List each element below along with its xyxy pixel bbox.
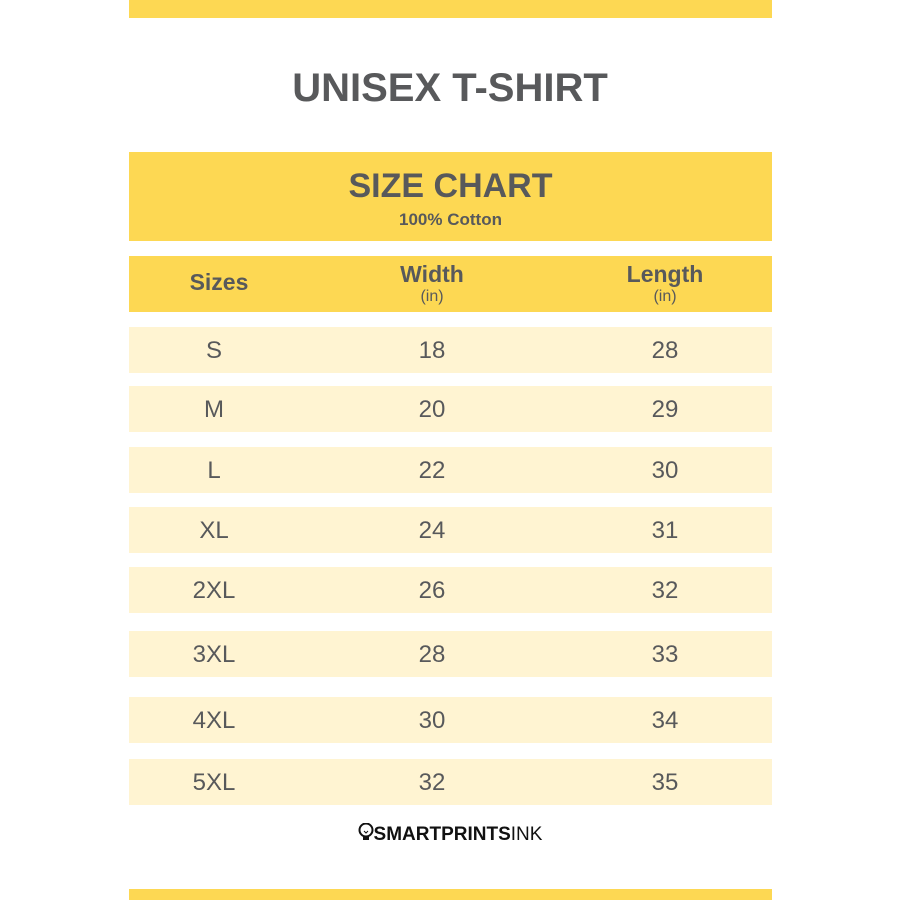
size-cell: 3XL <box>192 641 236 668</box>
length-cell: 28 <box>651 337 679 364</box>
length-cell: 32 <box>651 577 679 604</box>
width-cell: 28 <box>418 641 446 668</box>
size-cell: 4XL <box>192 707 236 734</box>
bottom-bar <box>129 889 772 900</box>
size-cell: 5XL <box>192 769 236 796</box>
table-row: XL 24 31 <box>129 507 772 553</box>
table-row: L 22 30 <box>129 447 772 493</box>
brand-logo: SMARTPRINTSINK <box>0 822 900 846</box>
length-cell: 31 <box>651 517 679 544</box>
table-row: 2XL 26 32 <box>129 567 772 613</box>
width-cell: 20 <box>418 396 446 423</box>
top-bar <box>129 0 772 18</box>
column-length: Length (in) <box>626 261 704 305</box>
width-cell: 22 <box>418 457 446 484</box>
table-row: 3XL 28 33 <box>129 631 772 677</box>
column-width: Width (in) <box>400 261 464 305</box>
table-row: 5XL 32 35 <box>129 759 772 805</box>
table-row: 4XL 30 34 <box>129 697 772 743</box>
width-cell: 18 <box>418 337 446 364</box>
width-cell: 30 <box>418 707 446 734</box>
width-cell: 26 <box>418 577 446 604</box>
length-cell: 30 <box>651 457 679 484</box>
size-chart-header: SIZE CHART 100% Cotton <box>129 152 772 241</box>
length-cell: 33 <box>651 641 679 668</box>
size-cell: M <box>204 396 224 423</box>
width-cell: 32 <box>418 769 446 796</box>
size-cell: S <box>205 337 222 364</box>
table-row: S 18 28 <box>129 327 772 373</box>
chart-subtitle: 100% Cotton <box>399 210 502 229</box>
chart-title: SIZE CHART <box>348 167 553 205</box>
size-cell: L <box>207 457 221 484</box>
length-cell: 34 <box>651 707 679 734</box>
table-row: M 20 29 <box>129 386 772 432</box>
lightbulb-icon <box>358 822 374 840</box>
column-headers: Sizes Width (in) Length (in) <box>129 256 772 312</box>
length-cell: 35 <box>651 769 679 796</box>
page-title: UNISEX T-SHIRT <box>292 66 608 110</box>
size-cell: XL <box>199 517 229 544</box>
column-sizes: Sizes <box>189 269 249 295</box>
size-cell: 2XL <box>192 577 236 604</box>
length-cell: 29 <box>651 396 679 423</box>
width-cell: 24 <box>418 517 446 544</box>
